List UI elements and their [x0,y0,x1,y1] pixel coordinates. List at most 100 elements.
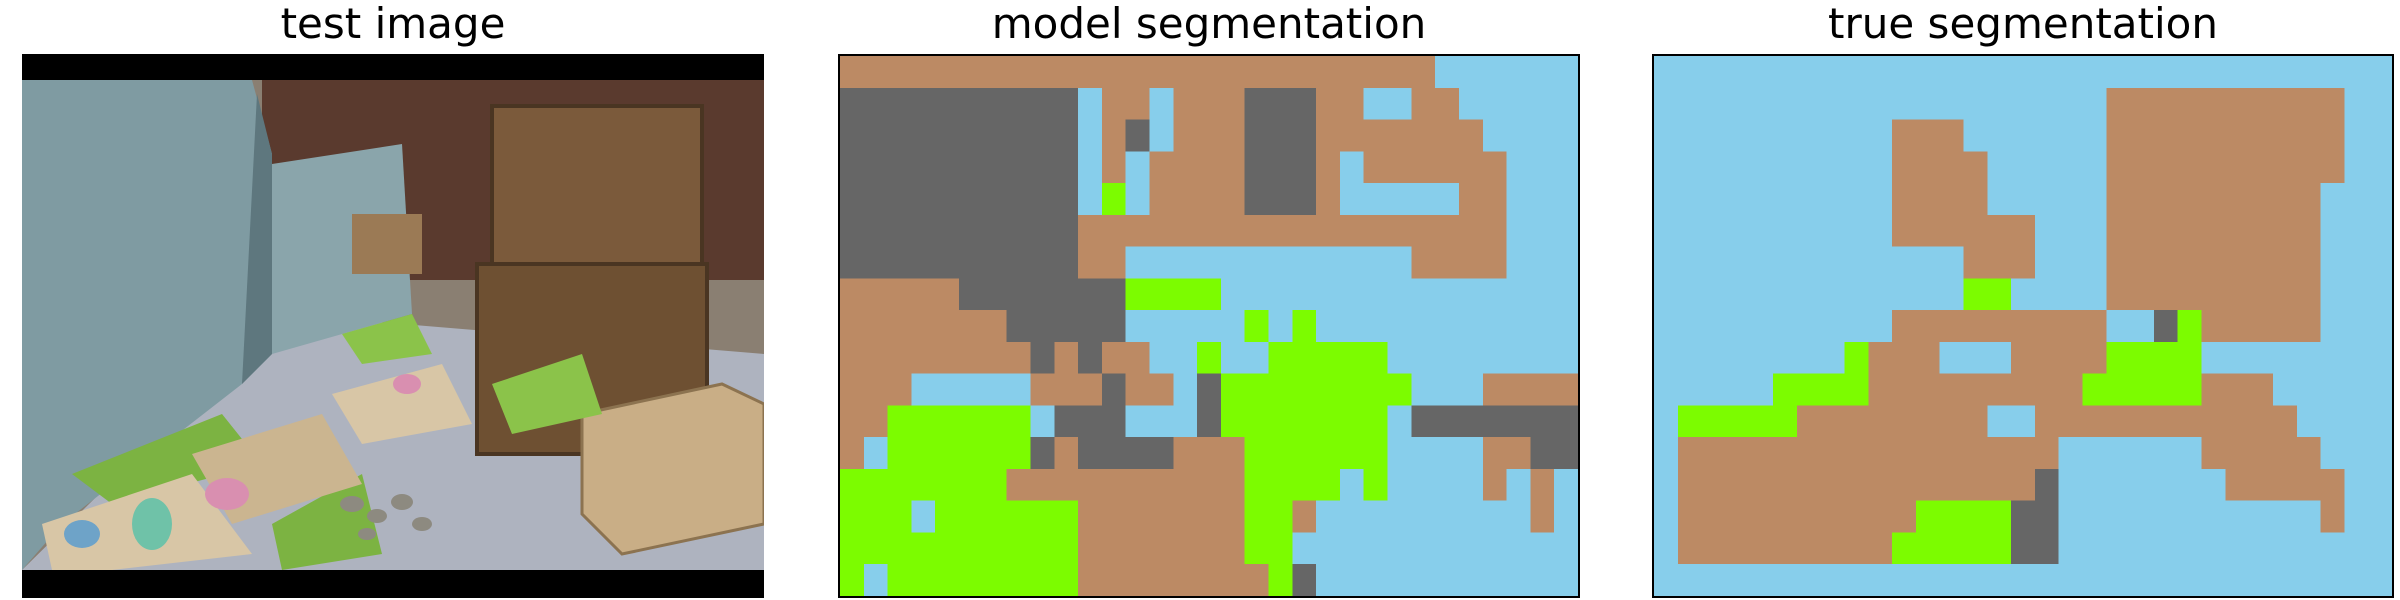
model-seg-cell [840,246,1079,263]
true-seg-cell [2011,294,2107,311]
true-seg-cell [2034,230,2107,247]
model-seg-cell [1244,516,1293,533]
model-seg-cell [1173,373,1198,390]
model-seg-cell [1458,183,1508,200]
model-seg-cell [1125,326,1246,343]
model-seg-cell [1125,167,1150,184]
model-seg-cell [840,453,865,470]
model-seg-cell [1125,294,1222,311]
model-seg-cell [1554,484,1578,502]
model-seg-cell [1244,500,1293,517]
model-seg-cell [1125,135,1150,152]
model-seg-cell [1078,135,1103,152]
model-seg-cell [1054,405,1127,422]
letterbox-top [22,54,764,80]
model-seg-cell [840,357,1031,374]
model-seg-cell [1411,103,1460,120]
model-seg-cell [1506,230,1578,247]
true-seg-cell [2011,500,2060,517]
model-seg-cell [840,564,865,581]
model-seg-cell [840,294,960,311]
true-seg-cell [1963,262,2036,279]
model-seg-cell [1244,135,1317,152]
model-seg-cell [840,87,1079,104]
true-seg-cell [1654,484,1679,502]
model-seg-cell [1149,198,1246,216]
true-seg-cell [1654,103,2107,120]
model-seg-cell [1078,87,1103,104]
model-seg-cell [887,453,1031,470]
model-segmentation-frame [838,54,1580,598]
model-seg-cell [1101,357,1150,374]
true-seg-cell [2011,278,2107,295]
true-seg-cell [2320,294,2392,311]
model-seg-cell [1030,405,1055,422]
true-seg-cell [2106,230,2322,247]
model-seg-cell [1316,135,1484,152]
letterbox-bottom [22,570,764,598]
model-seg-cell [863,580,889,596]
true-seg-cell [2320,246,2392,263]
model-seg-cell [887,437,1031,454]
model-seg-cell [1078,198,1103,216]
model-seg-cell [1101,167,1127,184]
model-seg-cell [1173,135,1246,152]
true-seg-cell [1892,532,2012,549]
model-seg-cell [959,294,1127,311]
model-seg-cell [840,198,1079,216]
model-seg-cell [1197,405,1222,422]
model-seg-cell [1339,183,1460,200]
model-seg-cell [1387,484,1484,502]
model-seg-cell [1220,341,1269,359]
model-seg-cell [1411,405,1578,422]
true-seg-cell [1654,262,1964,279]
model-seg-cell [1125,262,1412,279]
true-seg-cell [1654,119,1893,136]
model-seg-cell [1054,437,1079,454]
true-seg-cell [1654,167,1893,184]
true-seg-cell [1892,214,2036,232]
true-seg-cell [1892,167,1988,184]
model-seg-cell [1363,167,1508,184]
model-seg-cell [1220,421,1389,438]
model-seg-cell [1030,453,1055,470]
true-seg-cell [2344,135,2392,152]
true-seg-cell [2272,389,2392,406]
true-seg-cell [1987,183,2107,200]
model-seg-cell [1149,167,1246,184]
test-image-panel: test image [22,0,764,600]
model-seg-cell [863,564,889,581]
model-seg-cell [840,103,1079,120]
true-seg-cell [1654,500,1679,517]
left-wall-shadow [242,94,272,384]
model-seg-cell [1387,453,1484,470]
model-seg-cell [840,548,1079,565]
true-seg-cell [1677,405,1798,422]
model-seg-cell [1411,87,1460,104]
true-seg-cell [1654,564,2392,581]
true-seg-cell [1939,357,2012,374]
model-seg-cell [1125,246,1412,263]
hold-teal [132,498,172,550]
true-segmentation-map [1654,56,2392,596]
true-seg-cell [1654,421,1679,438]
true-seg-cell [2058,516,2322,533]
true-seg-cell [1892,135,1964,152]
model-seg-cell [1173,87,1246,104]
grass-patch-2 [72,414,262,504]
model-seg-cell [1244,87,1317,104]
model-seg-cell [1292,532,1578,549]
true-seg-cell [2106,151,2345,168]
model-seg-cell [1506,183,1578,200]
model-seg-cell [1435,56,1578,73]
model-seg-cell [840,500,912,517]
model-seg-cell [1316,119,1484,136]
true-seg-cell [2034,214,2107,232]
model-seg-cell [1530,468,1555,486]
model-seg-cell [1387,357,1578,374]
model-seg-cell [1054,341,1079,359]
true-seg-cell [1892,198,1988,216]
true-seg-cell [2344,119,2392,136]
test-image-photo [22,54,764,598]
true-segmentation-frame [1652,54,2394,598]
